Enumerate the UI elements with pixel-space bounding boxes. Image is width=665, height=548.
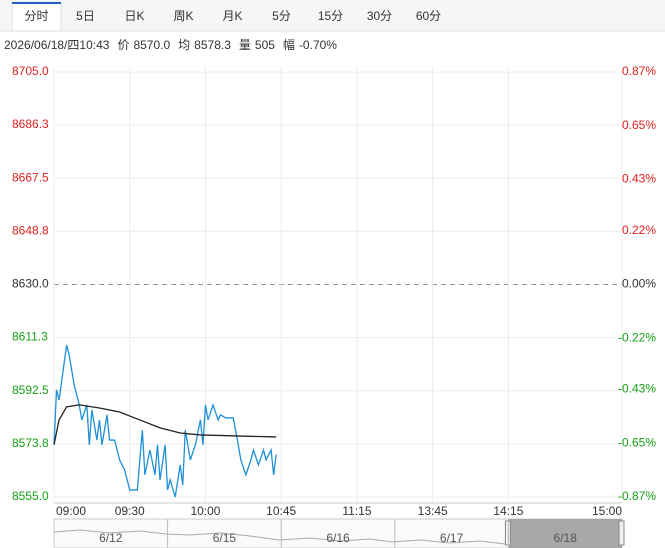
y-tick-label: 8630.0 bbox=[12, 277, 49, 291]
y2-tick-label: 0.22% bbox=[622, 223, 656, 237]
y2-tick-label: 0.00% bbox=[622, 277, 656, 291]
x-tick-label: 09:00 bbox=[56, 504, 86, 518]
tab[interactable]: 30分 bbox=[367, 9, 392, 23]
x-tick-label: 13:45 bbox=[418, 504, 448, 518]
x-tick-label: 15:00 bbox=[592, 504, 622, 518]
navigator-date[interactable]: 6/15 bbox=[213, 531, 237, 545]
navigator-date[interactable]: 6/18 bbox=[554, 531, 578, 545]
tab[interactable]: 月K bbox=[222, 9, 242, 23]
tab[interactable]: 5分 bbox=[272, 9, 291, 23]
avg-line bbox=[53, 404, 277, 445]
x-tick-label: 10:45 bbox=[266, 504, 296, 518]
navigator-date[interactable]: 6/16 bbox=[326, 531, 350, 545]
navigator-selection[interactable] bbox=[508, 519, 622, 548]
x-tick-label: 09:30 bbox=[115, 504, 145, 518]
price-line bbox=[53, 344, 277, 498]
navigator-line bbox=[53, 529, 506, 545]
tab[interactable]: 60分 bbox=[416, 9, 441, 23]
info-label: 均 bbox=[178, 38, 190, 52]
y2-tick-label: 0.65% bbox=[622, 118, 656, 132]
x-tick-label: 11:15 bbox=[342, 504, 371, 518]
navigator-date[interactable]: 6/12 bbox=[99, 531, 123, 545]
y2-tick-label: -0.22% bbox=[618, 330, 656, 344]
tab-selected-bg bbox=[11, 1, 62, 32]
info-value: 8570.0 bbox=[133, 38, 170, 52]
info-value: -0.70% bbox=[299, 38, 337, 52]
x-tick-label: 10:00 bbox=[190, 504, 220, 518]
y-tick-label: 8648.8 bbox=[12, 223, 49, 237]
navigator-date[interactable]: 6/17 bbox=[440, 531, 464, 545]
x-tick-label: 14:15 bbox=[493, 504, 523, 518]
y-tick-label: 8686.3 bbox=[12, 117, 49, 131]
y2-tick-label: -0.43% bbox=[618, 382, 656, 396]
y2-tick-label: 0.87% bbox=[622, 64, 656, 78]
y2-tick-label: 0.43% bbox=[622, 172, 656, 186]
info-label: 量 bbox=[239, 38, 251, 52]
info-label: 幅 bbox=[283, 37, 295, 52]
tab[interactable]: 周K bbox=[173, 9, 193, 23]
y-tick-label: 8667.5 bbox=[12, 170, 49, 184]
info-time: 2026/06/18/四10:43 bbox=[4, 38, 110, 52]
info-value: 505 bbox=[255, 38, 275, 52]
y-tick-label: 8705.0 bbox=[12, 64, 49, 78]
navigator-handle[interactable] bbox=[618, 520, 625, 546]
y-tick-label: 8555.0 bbox=[12, 489, 49, 503]
tab[interactable]: 5日 bbox=[76, 9, 95, 23]
info-value: 8578.3 bbox=[194, 38, 231, 52]
tab[interactable]: 日K bbox=[124, 9, 144, 23]
y2-tick-label: -0.87% bbox=[618, 489, 656, 503]
tab[interactable]: 15分 bbox=[318, 9, 343, 23]
info-label: 价 bbox=[117, 38, 129, 52]
y-tick-label: 8592.5 bbox=[12, 383, 49, 397]
tab-selected-bar bbox=[12, 2, 61, 4]
y2-tick-label: -0.65% bbox=[618, 435, 656, 449]
y-tick-label: 8573.8 bbox=[12, 436, 49, 450]
tab-bar bbox=[0, 0, 665, 31]
y-tick-label: 8611.3 bbox=[12, 330, 48, 344]
tab[interactable]: 分时 bbox=[24, 9, 48, 23]
